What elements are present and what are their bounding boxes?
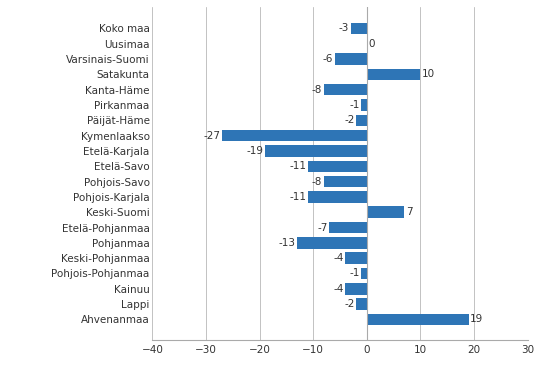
Text: 7: 7 (406, 207, 412, 217)
Bar (329, 222, 367, 233)
Text: 19: 19 (471, 315, 484, 325)
Text: -13: -13 (279, 238, 295, 248)
Text: -4: -4 (333, 253, 344, 263)
Bar (361, 99, 367, 111)
Bar (324, 84, 367, 95)
Bar (345, 283, 367, 295)
Bar (367, 314, 469, 325)
Bar (324, 176, 367, 187)
Text: 10: 10 (422, 69, 435, 79)
Bar (308, 160, 367, 172)
Bar (367, 68, 421, 80)
Text: -7: -7 (317, 223, 327, 233)
Text: -8: -8 (312, 85, 322, 95)
Text: -8: -8 (312, 177, 322, 187)
Text: -27: -27 (203, 131, 220, 141)
Bar (265, 145, 367, 157)
Bar (297, 237, 367, 249)
Bar (351, 22, 367, 34)
Text: -11: -11 (289, 192, 306, 202)
Bar (335, 53, 367, 65)
Bar (356, 114, 367, 126)
Text: -6: -6 (323, 54, 333, 64)
Bar (356, 298, 367, 310)
Text: -4: -4 (333, 284, 344, 294)
Bar (361, 268, 367, 279)
Text: -2: -2 (344, 299, 355, 309)
Text: -11: -11 (289, 161, 306, 171)
Text: -1: -1 (349, 269, 360, 279)
Text: -2: -2 (344, 115, 355, 125)
Text: -19: -19 (246, 146, 263, 156)
Bar (222, 130, 367, 141)
Bar (367, 206, 404, 218)
Text: -3: -3 (339, 23, 349, 33)
Text: -1: -1 (349, 100, 360, 110)
Text: 0: 0 (368, 39, 375, 49)
Bar (308, 191, 367, 203)
Bar (345, 252, 367, 264)
